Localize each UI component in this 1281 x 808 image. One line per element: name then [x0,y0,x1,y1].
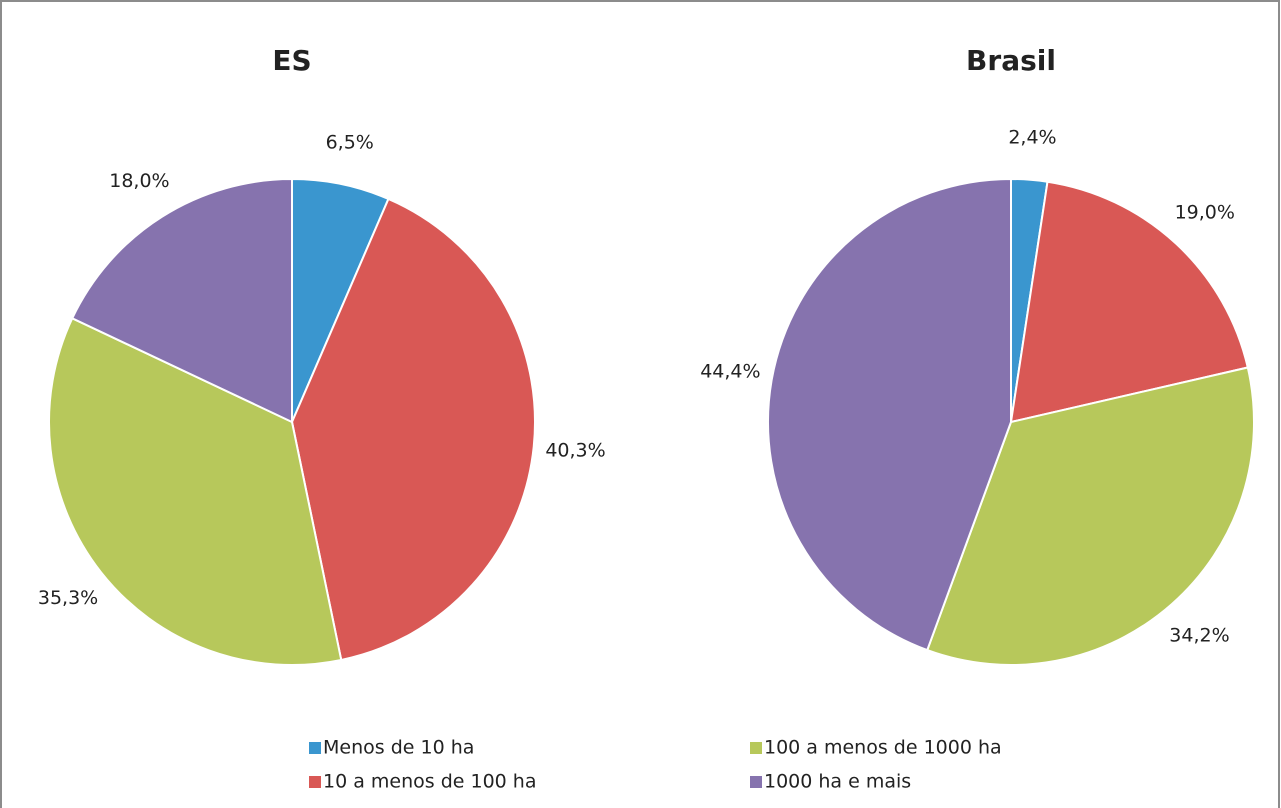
data-label: 18,0% [109,170,169,192]
legend-label: 100 a menos de 1000 ha [764,737,1002,759]
legend-label: Menos de 10 ha [323,737,474,759]
data-label: 44,4% [700,361,760,383]
pie-slice [925,366,1255,666]
legend-label: 10 a menos de 100 ha [323,771,536,793]
legend-swatch [309,742,321,754]
data-label: 19,0% [1175,202,1235,224]
data-label: 40,3% [545,440,605,462]
legend-swatch [309,776,321,788]
pie-slice [767,177,1012,652]
data-label: 34,2% [1169,624,1229,646]
data-label: 35,3% [38,587,98,609]
pie-slice [1009,180,1250,424]
legend-swatch [750,776,762,788]
chart-title: Brasil [966,44,1056,77]
pie-slice [70,177,293,424]
data-label: 6,5% [326,131,374,153]
pie-slice [48,316,343,666]
data-label: 2,4% [1008,126,1056,148]
chart-title: ES [272,44,311,77]
legend-label: 1000 ha e mais [764,771,911,793]
legend-swatch [750,742,762,754]
pie-slice [290,197,536,662]
